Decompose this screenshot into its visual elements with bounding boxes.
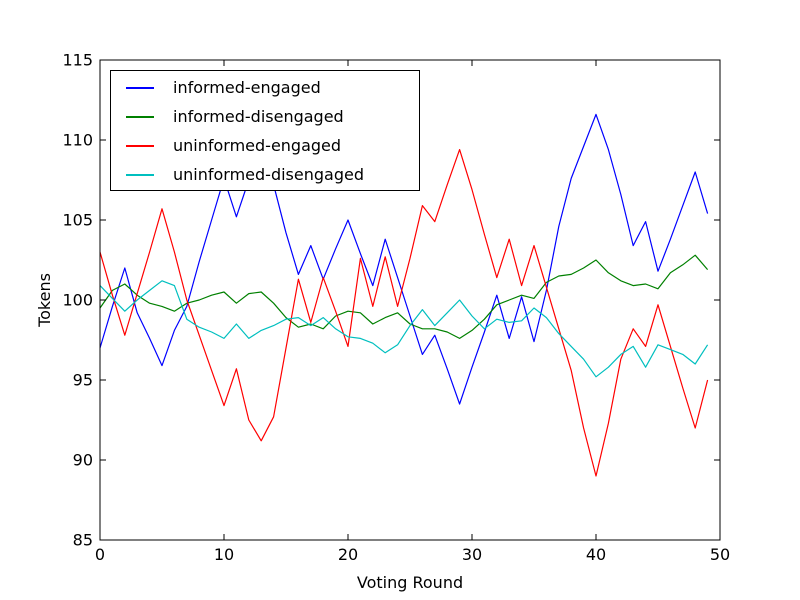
y-tick-label-115: 115 (62, 51, 93, 70)
legend-entry: uninformed-engaged (111, 131, 419, 160)
legend-label: uninformed-disengaged (173, 164, 364, 184)
y-tick-label-95: 95 (73, 371, 93, 390)
y-tick-label-110: 110 (62, 131, 93, 150)
series-line-informed-disengaged (99, 254, 709, 339)
series-line-uninformed-engaged (99, 149, 709, 477)
series-lines (99, 113, 709, 477)
legend-line-sample-blue (126, 86, 154, 89)
legend-label: uninformed-engaged (173, 135, 342, 155)
legend-entry: informed-engaged (111, 73, 419, 102)
legend-line-sample-red (126, 144, 154, 147)
legend-line-sample-green (126, 115, 154, 118)
legend-line-sample-cyan (126, 173, 154, 176)
x-tick-label-50: 50 (710, 545, 730, 564)
legend-entry: uninformed-disengaged (111, 160, 419, 189)
legend: informed-engaged informed-disengaged uni… (110, 70, 420, 191)
legend-entry: informed-disengaged (111, 102, 419, 131)
y-axis-label: Tokens (35, 273, 54, 328)
x-tick-label-30: 30 (462, 545, 482, 564)
tick-labels: 0 10 20 30 40 50 85 90 95 100 105 110 115 (62, 51, 730, 565)
y-tick-label-90: 90 (73, 451, 93, 470)
legend-label: informed-engaged (173, 77, 321, 97)
series-line-uninformed-disengaged (99, 280, 709, 378)
x-tick-label-20: 20 (338, 545, 358, 564)
y-tick-label-85: 85 (73, 531, 93, 550)
x-tick-label-0: 0 (95, 545, 105, 564)
tick-marks (99, 59, 721, 541)
x-tick-label-40: 40 (586, 545, 606, 564)
x-axis-label: Voting Round (357, 573, 463, 592)
y-tick-label-105: 105 (62, 211, 93, 230)
x-tick-label-10: 10 (214, 545, 234, 564)
series-line-informed-engaged (99, 113, 709, 405)
y-tick-label-100: 100 (62, 291, 93, 310)
legend-label: informed-disengaged (173, 106, 344, 126)
